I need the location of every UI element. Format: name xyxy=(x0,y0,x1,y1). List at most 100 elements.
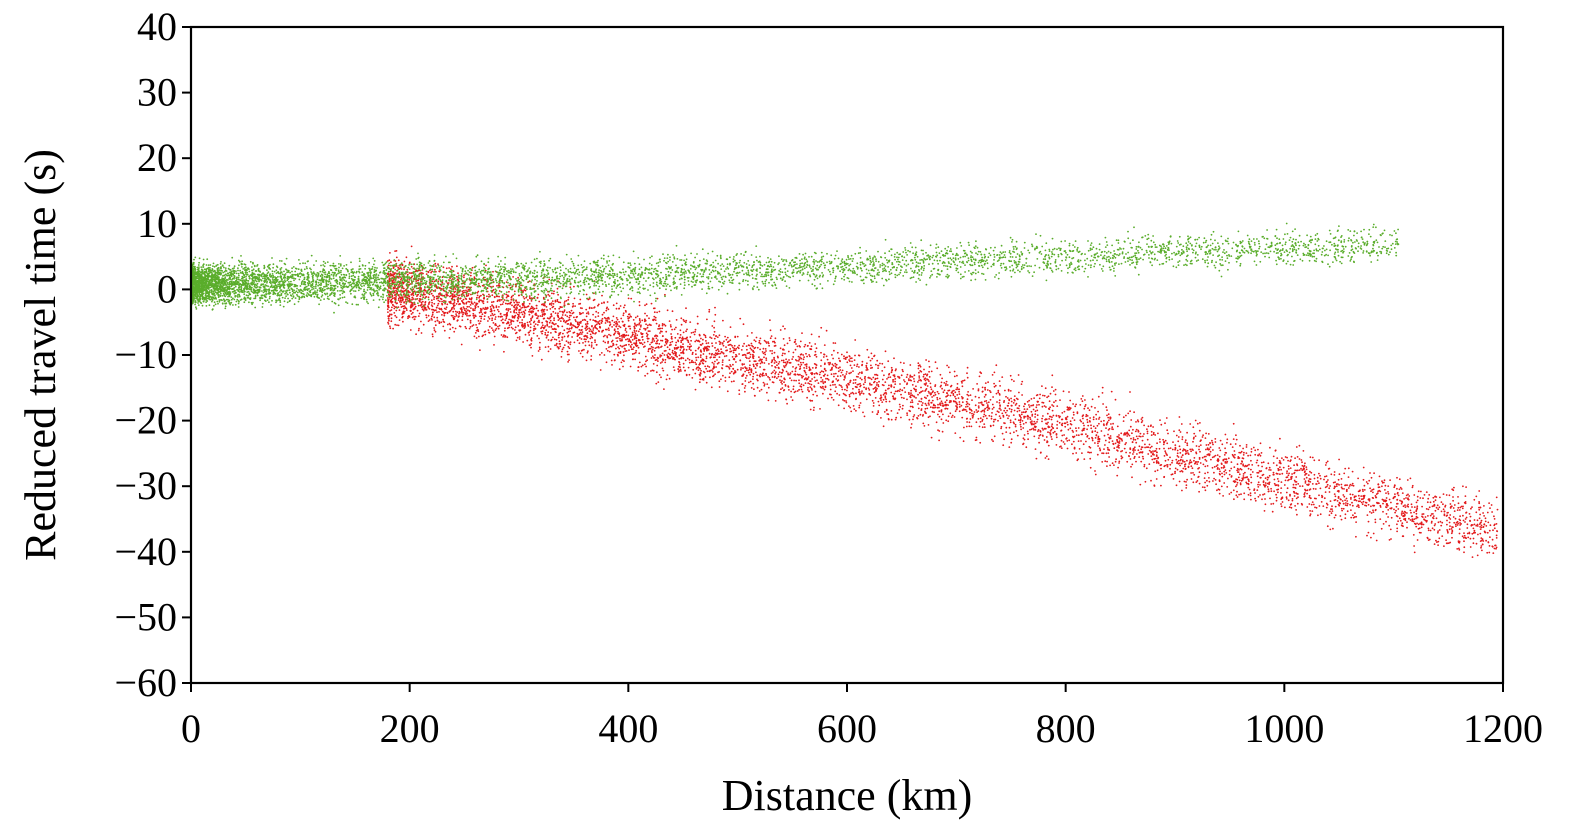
scatter-point xyxy=(766,391,768,394)
scatter-point xyxy=(1118,447,1120,449)
scatter-point xyxy=(726,390,729,393)
scatter-point xyxy=(467,309,469,312)
scatter-point xyxy=(411,275,414,278)
scatter-point xyxy=(1190,450,1192,453)
scatter-point xyxy=(966,376,969,379)
scatter-point xyxy=(1023,408,1026,410)
scatter-point xyxy=(501,318,504,321)
scatter-point xyxy=(1103,419,1105,422)
scatter-point xyxy=(464,309,466,312)
scatter-point xyxy=(1138,435,1141,438)
scatter-point xyxy=(1325,475,1328,477)
scatter-point xyxy=(691,353,694,355)
scatter-point xyxy=(1481,543,1484,546)
scatter-point xyxy=(515,299,517,302)
scatter-point xyxy=(1146,432,1149,435)
scatter-point xyxy=(654,319,657,321)
scatter-point xyxy=(1173,430,1175,433)
scatter-point xyxy=(1118,460,1121,463)
scatter-point xyxy=(500,334,503,336)
scatter-point xyxy=(1089,457,1092,460)
scatter-point xyxy=(1109,416,1112,419)
scatter-point xyxy=(398,309,401,311)
scatter-point xyxy=(515,339,518,342)
scatter-point xyxy=(855,392,857,395)
scatter-point xyxy=(394,314,397,317)
scatter-point xyxy=(503,299,506,301)
scatter-point xyxy=(744,385,747,387)
scatter-point xyxy=(407,317,409,320)
scatter-point xyxy=(899,383,901,385)
scatter-point xyxy=(1091,439,1094,442)
scatter-point xyxy=(1291,473,1293,475)
scatter-point xyxy=(1242,475,1245,477)
scatter-point xyxy=(1468,532,1471,535)
scatter-point xyxy=(743,363,745,365)
scatter-point xyxy=(713,366,716,369)
scatter-point xyxy=(574,319,577,321)
scatter-point xyxy=(712,334,715,336)
scatter-point xyxy=(523,311,526,314)
scatter-point xyxy=(859,393,861,396)
scatter-point xyxy=(901,368,904,371)
scatter-point xyxy=(1031,413,1034,416)
scatter-point xyxy=(961,416,964,419)
scatter-point xyxy=(472,324,475,326)
scatter-point xyxy=(1245,465,1248,468)
scatter-point xyxy=(946,364,948,367)
scatter-point xyxy=(486,295,488,298)
scatter-point xyxy=(674,336,677,339)
scatter-point xyxy=(1196,463,1199,465)
scatter-point xyxy=(1289,493,1291,496)
scatter-point xyxy=(632,319,635,321)
scatter-point xyxy=(1045,418,1048,421)
scatter-point xyxy=(1181,438,1184,441)
scatter-point xyxy=(1118,413,1121,416)
scatter-point xyxy=(431,301,433,304)
scatter-point xyxy=(1422,497,1424,500)
scatter-point xyxy=(1066,423,1069,426)
scatter-point xyxy=(1420,490,1422,493)
scatter-point xyxy=(747,369,750,372)
scatter-point xyxy=(990,417,993,420)
scatter-point xyxy=(872,402,875,404)
scatter-point xyxy=(694,328,697,331)
scatter-point xyxy=(1309,478,1312,481)
scatter-point xyxy=(799,365,802,368)
scatter-point xyxy=(788,339,791,342)
scatter-point xyxy=(713,337,716,340)
scatter-point xyxy=(1346,502,1349,505)
scatter-point xyxy=(1250,498,1252,501)
scatter-point xyxy=(917,367,920,370)
scatter-point xyxy=(623,360,625,362)
scatter-point xyxy=(1005,431,1008,433)
scatter-point xyxy=(841,369,844,372)
scatter-point xyxy=(533,325,536,328)
scatter-point xyxy=(1130,465,1132,468)
scatter-point xyxy=(992,420,995,423)
scatter-point xyxy=(532,332,535,335)
scatter-point xyxy=(1369,472,1371,474)
scatter-point xyxy=(463,294,465,297)
scatter-point xyxy=(498,295,500,298)
scatter-point xyxy=(1176,449,1179,452)
scatter-point xyxy=(900,416,902,419)
scatter-point xyxy=(679,334,682,336)
scatter-point xyxy=(1167,447,1170,450)
scatter-point xyxy=(900,393,902,396)
scatter-point xyxy=(813,376,816,379)
scatter-point xyxy=(925,359,927,361)
scatter-point xyxy=(961,401,964,404)
scatter-point xyxy=(767,342,770,345)
scatter-point xyxy=(568,316,571,319)
scatter-point xyxy=(814,350,817,353)
scatter-point xyxy=(1372,532,1375,535)
scatter-point xyxy=(1075,403,1077,406)
scatter-point xyxy=(469,326,472,328)
scatter-point xyxy=(1418,531,1421,534)
scatter-point xyxy=(1432,515,1435,517)
scatter-point xyxy=(1150,430,1153,433)
scatter-point xyxy=(1313,477,1316,480)
scatter-point xyxy=(890,366,893,369)
scatter-point xyxy=(938,430,941,432)
